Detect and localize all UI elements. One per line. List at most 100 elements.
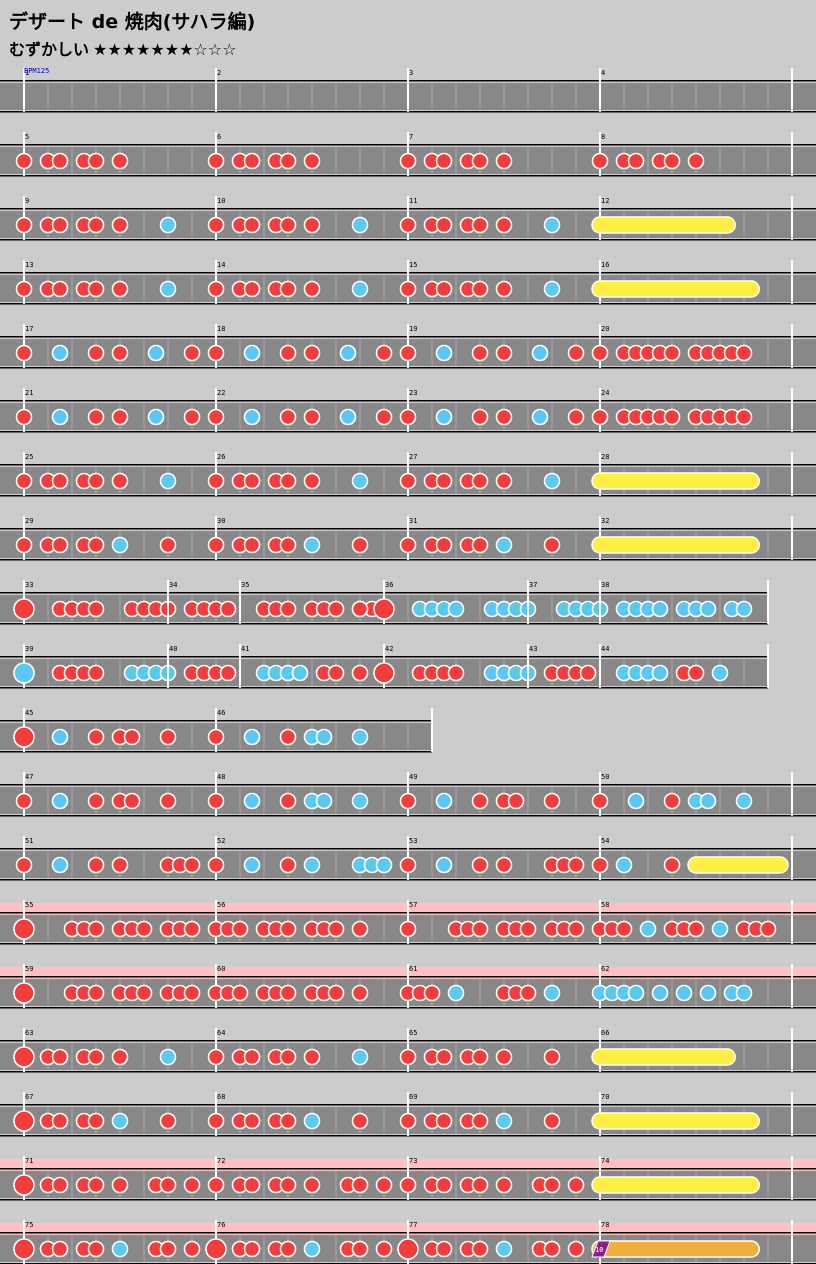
measure-number: 71 (25, 1157, 33, 1165)
barline (791, 1092, 793, 1136)
measure-number: 73 (409, 1157, 417, 1165)
beat-line (71, 723, 73, 750)
beat-line (191, 211, 193, 238)
don-note (111, 152, 129, 170)
measure-number: 19 (409, 325, 417, 333)
measure-number: 14 (217, 261, 225, 269)
beat-line (335, 723, 337, 750)
don-note (399, 536, 417, 554)
don-note (279, 472, 297, 490)
ka-note (159, 280, 177, 298)
ka-note (339, 408, 357, 426)
don-note (399, 472, 417, 490)
ka-note (243, 856, 261, 874)
beat-line (143, 1235, 145, 1262)
don-note (543, 1112, 561, 1130)
barline (599, 644, 601, 688)
measure-number: 78 (601, 1221, 609, 1229)
don-note (243, 536, 261, 554)
beat-line (407, 659, 409, 686)
beat-line (359, 147, 361, 174)
beat-line (71, 851, 73, 878)
barline (527, 580, 529, 624)
barline (431, 708, 433, 752)
don-note (495, 1176, 513, 1194)
beat-line (479, 979, 481, 1006)
big-don-note (205, 1238, 227, 1260)
ka-note (699, 792, 717, 810)
measure-number: 29 (25, 517, 33, 525)
don-note (471, 472, 489, 490)
beat-line (263, 211, 265, 238)
beat-line (407, 723, 409, 750)
beat-line (551, 83, 553, 110)
measure-number: 77 (409, 1221, 417, 1229)
beat-line (383, 211, 385, 238)
drumroll (591, 536, 760, 554)
don-note (231, 920, 249, 938)
beat-line (263, 723, 265, 750)
don-note (543, 1048, 561, 1066)
don-note (663, 344, 681, 362)
beat-line (47, 339, 49, 366)
beat-line (671, 659, 673, 686)
drumroll (687, 856, 789, 874)
barline (599, 580, 601, 624)
ka-note (651, 664, 669, 682)
barline (791, 324, 793, 368)
beat-line (743, 83, 745, 110)
beat-line (71, 787, 73, 814)
beat-line (455, 147, 457, 174)
beat-line (455, 1171, 457, 1198)
don-note (279, 984, 297, 1002)
don-note (207, 1112, 225, 1130)
beat-line (359, 339, 361, 366)
measure-number: 16 (601, 261, 609, 269)
beat-line (335, 851, 337, 878)
ka-note (435, 856, 453, 874)
beat-line (527, 403, 529, 430)
beat-line (455, 1235, 457, 1262)
beat-line (383, 1043, 385, 1070)
beat-line (335, 83, 337, 110)
don-note (51, 472, 69, 490)
ka-note (351, 728, 369, 746)
don-note (567, 1176, 585, 1194)
beat-line (263, 531, 265, 558)
beat-line (47, 595, 49, 622)
beat-line (263, 403, 265, 430)
don-note (471, 856, 489, 874)
ka-note (735, 984, 753, 1002)
beat-line (239, 83, 241, 110)
don-note (15, 856, 33, 874)
barline (527, 644, 529, 688)
don-note (471, 1240, 489, 1258)
measure-number: 6 (217, 133, 221, 141)
drumroll (591, 1112, 760, 1130)
beat-line (551, 339, 553, 366)
measure-number: 4 (601, 69, 605, 77)
don-note (51, 1176, 69, 1194)
don-note (183, 408, 201, 426)
ka-note (111, 536, 129, 554)
beat-line (143, 147, 145, 174)
big-don-note (373, 662, 395, 684)
beat-line (431, 915, 433, 942)
don-note (567, 408, 585, 426)
don-note (207, 728, 225, 746)
barline (791, 388, 793, 432)
measure-number: 21 (25, 389, 33, 397)
don-note (303, 408, 321, 426)
don-note (435, 216, 453, 234)
beat-line (527, 1171, 529, 1198)
beat-line (743, 659, 745, 686)
big-don-note (13, 1110, 35, 1132)
ka-note (111, 1240, 129, 1258)
ka-note (51, 408, 69, 426)
ka-note (615, 856, 633, 874)
beat-line (719, 83, 721, 110)
ka-note (495, 536, 513, 554)
don-note (207, 1176, 225, 1194)
beat-line (119, 659, 121, 686)
